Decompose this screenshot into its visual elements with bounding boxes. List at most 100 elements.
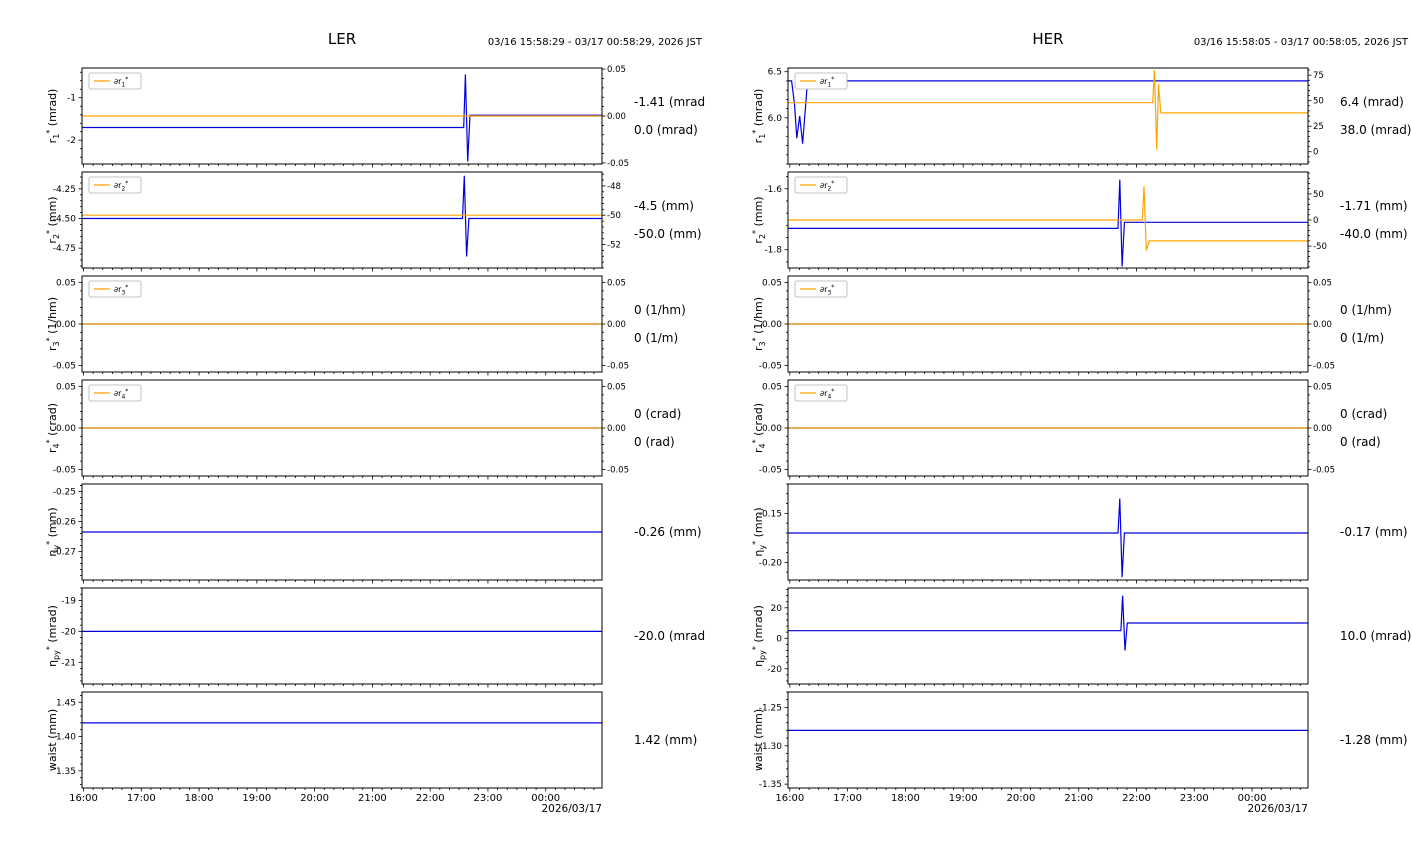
legend-box: ∂r2* xyxy=(88,176,142,194)
svg-text:-0.05: -0.05 xyxy=(759,361,782,371)
current-value-label: 0 (1/hm) xyxy=(1340,303,1392,317)
svg-text:0: 0 xyxy=(1313,148,1318,158)
x-axis-tick-labels: 16:00 17:00 18:00 19:00 20:00 21:00 22:00 23:00… xyxy=(69,793,560,804)
y-axis-label: ηy* (mm) xyxy=(751,507,767,556)
y-axis-tick-labels: -0.15 -0.20 xyxy=(759,509,783,568)
y-axis-tick-labels: 1.45 1.40 1.35 xyxy=(56,698,76,777)
svg-text:-1.25: -1.25 xyxy=(759,703,782,713)
svg-text:18:00: 18:00 xyxy=(891,793,920,804)
y-axis-label: r2* (mm) xyxy=(45,196,61,243)
y-axis-tick-labels: -1 -2 xyxy=(67,94,76,146)
legend-box: ∂r1* xyxy=(794,72,848,90)
subplot-etay: -0.15 -0.20 ηy* (mm) -0.17 (mm) xyxy=(751,483,1408,584)
svg-text:-0.25: -0.25 xyxy=(53,488,76,498)
current-value-label: -20.0 (mrad) xyxy=(634,629,706,643)
subplot-r3: 0.05 0.00 -0.05 0.05 0.00 -0.05 ∂r3* r3* (1/hm)… xyxy=(751,275,1392,376)
svg-text:-0.05: -0.05 xyxy=(53,465,76,475)
y-axis-label: r4* (crad) xyxy=(751,403,767,453)
y-axis-tick-labels: -1.25 -1.30 -1.35 xyxy=(759,703,783,790)
svg-text:23:00: 23:00 xyxy=(1180,793,1209,804)
svg-text:1.40: 1.40 xyxy=(56,733,76,743)
legend-label: ∂r3* xyxy=(820,284,834,297)
legend-box: ∂r4* xyxy=(88,384,142,402)
svg-text:50: 50 xyxy=(1313,97,1324,107)
svg-text:6.0: 6.0 xyxy=(768,114,783,124)
svg-text:1.45: 1.45 xyxy=(56,698,76,708)
current-value-label: 0 (rad) xyxy=(634,435,675,449)
current-value-label: 10.0 (mrad) xyxy=(1340,629,1412,643)
svg-text:0.00: 0.00 xyxy=(607,424,626,434)
svg-text:0.00: 0.00 xyxy=(1313,320,1332,330)
y-axis-tick-labels: 0.05 0.00 -0.05 xyxy=(759,279,783,372)
y-axis-label: r1* (mrad) xyxy=(45,89,61,144)
svg-text:-1.35: -1.35 xyxy=(759,780,782,790)
right-axis-tick-labels: 50 0 -50 xyxy=(1313,190,1327,252)
svg-text:0.05: 0.05 xyxy=(762,383,782,393)
svg-text:0.05: 0.05 xyxy=(1313,279,1332,289)
svg-text:0.00: 0.00 xyxy=(607,112,626,122)
svg-text:-0.05: -0.05 xyxy=(607,465,629,475)
subplot-r2: -1.6 -1.8 50 0 -50 ∂r2* r2* (mm) -1.71 (mm) -40.… xyxy=(751,171,1408,272)
svg-text:-0.05: -0.05 xyxy=(607,361,629,371)
svg-text:75: 75 xyxy=(1313,71,1324,81)
current-value-label: -40.0 (mm) xyxy=(1340,227,1408,241)
svg-text:19:00: 19:00 xyxy=(949,793,978,804)
plot-frame xyxy=(787,171,1309,269)
svg-text:-19: -19 xyxy=(61,596,76,606)
plot-frame xyxy=(81,67,603,165)
svg-text:0: 0 xyxy=(1313,216,1318,226)
svg-text:-48: -48 xyxy=(607,182,621,192)
svg-text:-1.30: -1.30 xyxy=(759,742,783,752)
plot-frame xyxy=(787,275,1309,373)
svg-text:-0.15: -0.15 xyxy=(759,509,782,519)
svg-text:0.00: 0.00 xyxy=(56,320,76,330)
current-value-label: 1.42 (mm) xyxy=(634,733,697,747)
svg-text:-1: -1 xyxy=(67,94,76,104)
legend-label: ∂r2* xyxy=(820,180,834,193)
right-axis-tick-labels: 75 50 25 0 xyxy=(1313,71,1324,158)
y-axis-tick-labels: 0.05 0.00 -0.05 xyxy=(53,383,77,476)
svg-text:0.00: 0.00 xyxy=(1313,424,1332,434)
plot-frame xyxy=(787,587,1309,685)
svg-text:0.00: 0.00 xyxy=(762,320,782,330)
svg-text:6.5: 6.5 xyxy=(768,68,782,78)
legend-label: ∂r4* xyxy=(114,388,128,401)
panel-ler: -1 -2 0.05 0.00 -0.05 ∂r1* r1* (mrad) -1.41 (mr… xyxy=(45,30,706,815)
svg-text:0.05: 0.05 xyxy=(607,383,626,393)
svg-text:18:00: 18:00 xyxy=(185,793,214,804)
svg-text:-0.26: -0.26 xyxy=(53,518,77,528)
subplot-waist: -1.25 -1.30 -1.35 waist (mm) -1.28 (mm) 16:00… xyxy=(752,691,1408,804)
current-value-label: 38.0 (mrad) xyxy=(1340,123,1412,137)
svg-text:0.05: 0.05 xyxy=(607,279,626,289)
svg-text:17:00: 17:00 xyxy=(833,793,862,804)
series-line-right xyxy=(788,69,1308,150)
y-axis-label: ηpy* (mrad) xyxy=(751,605,767,667)
legend-box: ∂r1* xyxy=(88,72,142,90)
legend-label: ∂r1* xyxy=(114,76,128,89)
svg-text:0.05: 0.05 xyxy=(607,65,626,75)
current-value-label: 0 (rad) xyxy=(1340,435,1381,449)
legend-label: ∂r1* xyxy=(820,76,834,89)
right-axis-tick-labels: 0.05 0.00 -0.05 xyxy=(1313,279,1335,372)
y-axis-label: r3* (1/hm) xyxy=(45,297,61,351)
current-value-label: -50.0 (mm) xyxy=(634,227,702,241)
subplot-r3: 0.05 0.00 -0.05 0.05 0.00 -0.05 ∂r3* r3* (1/hm)… xyxy=(45,275,686,376)
plot-frame xyxy=(81,691,603,789)
svg-text:20:00: 20:00 xyxy=(1007,793,1036,804)
svg-text:25: 25 xyxy=(1313,122,1324,132)
svg-text:-0.05: -0.05 xyxy=(1313,465,1335,475)
svg-text:-1.6: -1.6 xyxy=(764,185,782,195)
svg-text:0.00: 0.00 xyxy=(607,320,626,330)
legend-box: ∂r3* xyxy=(794,280,848,298)
y-axis-label: waist (mm) xyxy=(752,709,765,771)
current-value-label: 0.0 (mrad) xyxy=(634,123,698,137)
series-line-left xyxy=(82,74,602,162)
legend-box: ∂r2* xyxy=(794,176,848,194)
y-axis-tick-labels: -0.25 -0.26 -0.27 xyxy=(53,488,77,558)
svg-text:-1.8: -1.8 xyxy=(764,246,782,256)
current-value-label: 6.4 (mrad) xyxy=(1340,95,1404,109)
